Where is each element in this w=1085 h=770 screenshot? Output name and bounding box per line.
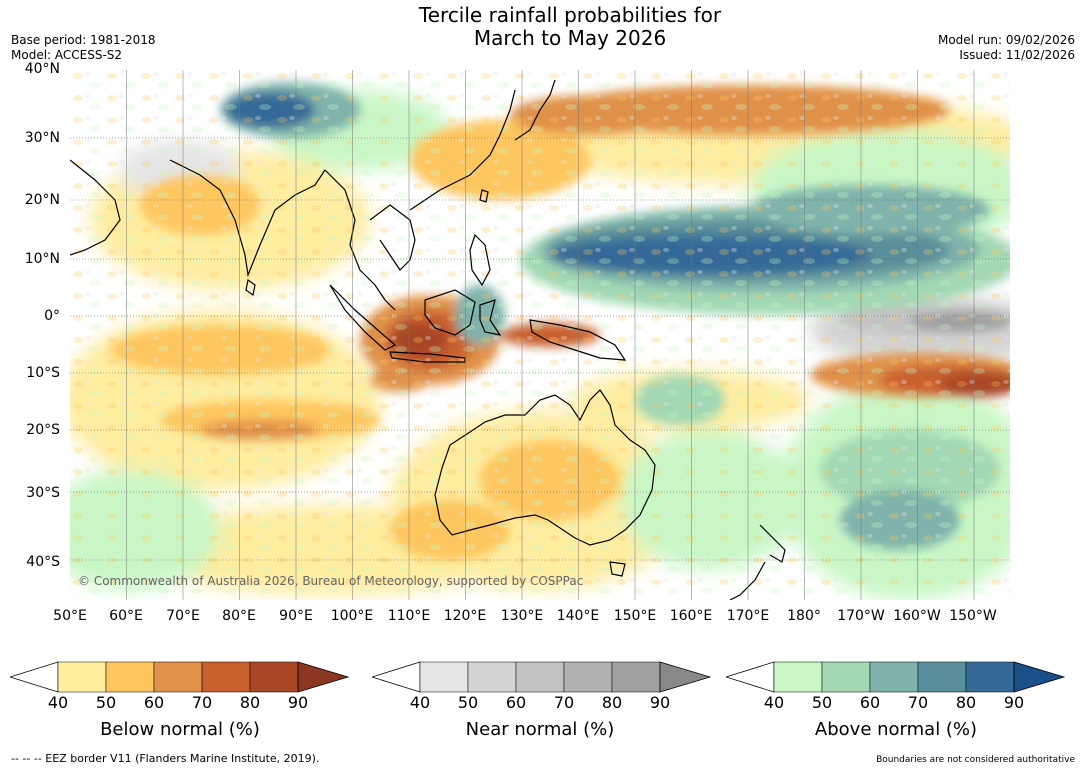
cb3-tick-50: 50 <box>811 693 833 712</box>
colorbar-below-normal-title: Below normal (%) <box>100 719 260 740</box>
lat-label-30n: 30°N <box>24 130 60 146</box>
sri-lanka-coast <box>245 278 256 297</box>
cb2-tick-80: 80 <box>601 693 623 712</box>
meta-right: Model run: 09/02/2026 Issued: 11/02/2026 <box>938 33 1075 63</box>
lon-label-150w: 150°W <box>949 608 997 624</box>
new-zealand-south <box>729 561 766 600</box>
base-period: Base period: 1981-2018 <box>11 33 156 47</box>
title-line-2: March to May 2026 <box>473 26 667 50</box>
lon-label-80e: 80°E <box>222 608 256 624</box>
lon-label-150e: 150°E <box>613 608 657 624</box>
borneo-coast <box>424 289 476 336</box>
cb1-tick-90: 90 <box>287 693 309 712</box>
cb2-tick-50: 50 <box>457 693 479 712</box>
lon-label-120e: 120°E <box>443 608 487 624</box>
arabia-coast <box>70 159 121 256</box>
sumatra-coast <box>329 284 397 351</box>
rainfall-map[interactable] <box>70 70 1010 600</box>
colorbar-near-normal <box>372 661 712 693</box>
colorbar-above-normal <box>726 661 1066 693</box>
cb2-tick-60: 60 <box>505 693 527 712</box>
tasmania-coast <box>609 561 626 577</box>
lon-label-100e: 100°E <box>330 608 374 624</box>
cb1-tick-40: 40 <box>47 693 69 712</box>
gridlines <box>70 137 1010 561</box>
cb1-tick-80: 80 <box>239 693 261 712</box>
model-run: Model run: 09/02/2026 <box>937 33 1075 47</box>
lon-label-110e: 110°E <box>387 608 431 624</box>
model-name: Model: ACCESS-S2 <box>11 48 123 62</box>
colorbar-below-normal <box>10 661 350 693</box>
cb3-tick-80: 80 <box>955 693 977 712</box>
meta-left: Base period: 1981-2018 Model: ACCESS-S2 <box>11 33 156 63</box>
lon-label-170w: 170°W <box>837 608 885 624</box>
cb3-tick-90: 90 <box>1003 693 1025 712</box>
lon-label-60e: 60°E <box>109 608 143 624</box>
issued-date: Issued: 11/02/2026 <box>959 48 1075 62</box>
lon-label-140e: 140°E <box>556 608 600 624</box>
southeast-asia-coast <box>324 169 396 311</box>
cb1-tick-70: 70 <box>191 693 213 712</box>
lon-label-90e: 90°E <box>279 608 313 624</box>
lat-label-0: 0° <box>44 308 60 324</box>
cb3-tick-60: 60 <box>859 693 881 712</box>
lat-label-40n: 40°N <box>24 61 60 77</box>
lon-label-160w: 160°W <box>893 608 941 624</box>
indian-subcontinent-coast <box>169 159 326 278</box>
cb1-tick-60: 60 <box>143 693 165 712</box>
sulawesi-coast <box>479 299 502 336</box>
lon-label-50e: 50°E <box>53 608 87 624</box>
indochina-coast <box>369 204 416 271</box>
cb1-tick-50: 50 <box>95 693 117 712</box>
title-line-1: Tercile rainfall probabilities for <box>418 3 722 27</box>
copyright-notice: © Commonwealth of Australia 2026, Bureau… <box>78 574 584 588</box>
lat-label-40s: 40°S <box>26 554 60 570</box>
map-title: Tercile rainfall probabilities for March… <box>0 4 1085 50</box>
taiwan-coast <box>479 189 489 203</box>
philippines-coast <box>469 233 491 287</box>
lon-label-160e: 160°E <box>669 608 713 624</box>
lat-label-30s: 30°S <box>26 485 60 501</box>
boundaries-note: Boundaries are not considered authoritat… <box>876 755 1075 765</box>
lon-label-180: 180° <box>787 608 821 624</box>
cb2-tick-70: 70 <box>553 693 575 712</box>
eez-border-note: -- -- -- EEZ border V11 (Flanders Marine… <box>11 752 320 765</box>
lat-label-10s: 10°S <box>26 365 60 381</box>
new-zealand-north <box>759 524 786 563</box>
lat-label-20s: 20°S <box>26 422 60 438</box>
lat-label-20n: 20°N <box>24 192 60 208</box>
coastlines <box>70 79 786 600</box>
china-coast <box>409 89 516 211</box>
lon-label-70e: 70°E <box>166 608 200 624</box>
cb2-tick-40: 40 <box>409 693 431 712</box>
colorbar-above-normal-title: Above normal (%) <box>814 719 978 740</box>
cb2-tick-90: 90 <box>649 693 671 712</box>
australia-coast <box>434 389 656 546</box>
lon-label-170e: 170°E <box>726 608 770 624</box>
new-guinea-coast <box>529 319 627 361</box>
japan-coast <box>514 79 556 141</box>
java-coast <box>389 351 466 363</box>
colorbar-near-normal-title: Near normal (%) <box>465 719 615 740</box>
cb3-tick-70: 70 <box>907 693 929 712</box>
lon-label-130e: 130°E <box>500 608 544 624</box>
probability-field <box>70 70 1010 600</box>
meridians <box>126 70 975 600</box>
lat-label-10n: 10°N <box>24 251 60 267</box>
cb3-tick-40: 40 <box>763 693 785 712</box>
